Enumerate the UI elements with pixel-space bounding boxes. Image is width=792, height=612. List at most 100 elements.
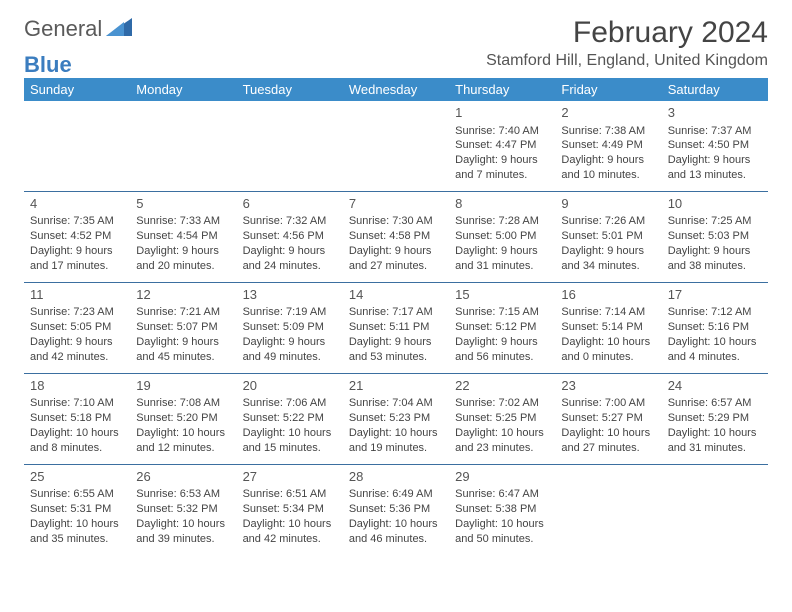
day-number: 24 (668, 377, 762, 395)
day-info: Sunrise: 6:51 AMSunset: 5:34 PMDaylight:… (243, 487, 337, 546)
day-info: Sunrise: 6:53 AMSunset: 5:32 PMDaylight:… (136, 487, 230, 546)
calendar-table: SundayMondayTuesdayWednesdayThursdayFrid… (24, 78, 768, 555)
day-number: 12 (136, 286, 230, 304)
day-number: 28 (349, 468, 443, 486)
day-number: 8 (455, 195, 549, 213)
day-info: Sunrise: 7:12 AMSunset: 5:16 PMDaylight:… (668, 305, 762, 364)
day-number: 10 (668, 195, 762, 213)
calendar-cell: 10Sunrise: 7:25 AMSunset: 5:03 PMDayligh… (662, 191, 768, 282)
day-info: Sunrise: 7:10 AMSunset: 5:18 PMDaylight:… (30, 396, 124, 455)
day-info: Sunrise: 7:08 AMSunset: 5:20 PMDaylight:… (136, 396, 230, 455)
day-info: Sunrise: 7:14 AMSunset: 5:14 PMDaylight:… (561, 305, 655, 364)
day-number: 1 (455, 104, 549, 122)
calendar-cell: 1 Sunrise: 7:40 AMSunset: 4:47 PMDaylight… (449, 101, 555, 191)
day-info: Sunrise: 7:04 AMSunset: 5:23 PMDaylight:… (349, 396, 443, 455)
page-title: February 2024 (486, 16, 768, 50)
day-info: Sunrise: 7:19 AMSunset: 5:09 PMDaylight:… (243, 305, 337, 364)
day-number: 4 (30, 195, 124, 213)
logo-text-1: General (24, 16, 102, 42)
day-info: Sunrise: 7:06 AMSunset: 5:22 PMDaylight:… (243, 396, 337, 455)
day-number: 3 (668, 104, 762, 122)
day-number: 27 (243, 468, 337, 486)
day-number: 21 (349, 377, 443, 395)
header: General February 2024 Stamford Hill, Eng… (24, 16, 768, 70)
day-info: Sunrise: 7:17 AMSunset: 5:11 PMDaylight:… (349, 305, 443, 364)
calendar-cell (130, 101, 236, 191)
day-number: 14 (349, 286, 443, 304)
weekday-header: Wednesday (343, 78, 449, 101)
calendar-cell: 3 Sunrise: 7:37 AMSunset: 4:50 PMDaylight… (662, 101, 768, 191)
calendar-cell: 24Sunrise: 6:57 AMSunset: 5:29 PMDayligh… (662, 373, 768, 464)
day-info: Sunrise: 7:35 AMSunset: 4:52 PMDaylight:… (30, 214, 124, 273)
day-info: Sunrise: 7:15 AMSunset: 5:12 PMDaylight:… (455, 305, 549, 364)
day-info: Sunrise: 7:02 AMSunset: 5:25 PMDaylight:… (455, 396, 549, 455)
calendar-cell: 19Sunrise: 7:08 AMSunset: 5:20 PMDayligh… (130, 373, 236, 464)
day-info: Sunrise: 7:40 AMSunset: 4:47 PMDaylight:… (455, 124, 549, 183)
calendar-row: 25Sunrise: 6:55 AMSunset: 5:31 PMDayligh… (24, 464, 768, 554)
calendar-cell: 27Sunrise: 6:51 AMSunset: 5:34 PMDayligh… (237, 464, 343, 554)
calendar-cell: 9Sunrise: 7:26 AMSunset: 5:01 PMDaylight… (555, 191, 661, 282)
weekday-header: Saturday (662, 78, 768, 101)
calendar-cell: 14Sunrise: 7:17 AMSunset: 5:11 PMDayligh… (343, 282, 449, 373)
location-line: Stamford Hill, England, United Kingdom (486, 52, 768, 70)
day-number: 23 (561, 377, 655, 395)
weekday-header-row: SundayMondayTuesdayWednesdayThursdayFrid… (24, 78, 768, 101)
day-number: 9 (561, 195, 655, 213)
calendar-cell: 5Sunrise: 7:33 AMSunset: 4:54 PMDaylight… (130, 191, 236, 282)
calendar-row: 18Sunrise: 7:10 AMSunset: 5:18 PMDayligh… (24, 373, 768, 464)
weekday-header: Monday (130, 78, 236, 101)
day-number: 17 (668, 286, 762, 304)
day-number: 19 (136, 377, 230, 395)
day-number: 18 (30, 377, 124, 395)
day-number: 13 (243, 286, 337, 304)
calendar-cell: 12Sunrise: 7:21 AMSunset: 5:07 PMDayligh… (130, 282, 236, 373)
calendar-body: 1 Sunrise: 7:40 AMSunset: 4:47 PMDaylight… (24, 101, 768, 555)
day-info: Sunrise: 7:00 AMSunset: 5:27 PMDaylight:… (561, 396, 655, 455)
calendar-cell: 13Sunrise: 7:19 AMSunset: 5:09 PMDayligh… (237, 282, 343, 373)
day-number: 20 (243, 377, 337, 395)
calendar-cell: 11Sunrise: 7:23 AMSunset: 5:05 PMDayligh… (24, 282, 130, 373)
logo-text-2: Blue (24, 52, 72, 78)
logo: General (24, 16, 134, 42)
day-info: Sunrise: 6:49 AMSunset: 5:36 PMDaylight:… (349, 487, 443, 546)
day-number: 6 (243, 195, 337, 213)
calendar-cell: 7Sunrise: 7:30 AMSunset: 4:58 PMDaylight… (343, 191, 449, 282)
day-info: Sunrise: 6:47 AMSunset: 5:38 PMDaylight:… (455, 487, 549, 546)
calendar-cell: 17Sunrise: 7:12 AMSunset: 5:16 PMDayligh… (662, 282, 768, 373)
calendar-cell: 21Sunrise: 7:04 AMSunset: 5:23 PMDayligh… (343, 373, 449, 464)
calendar-cell: 28Sunrise: 6:49 AMSunset: 5:36 PMDayligh… (343, 464, 449, 554)
day-info: Sunrise: 6:55 AMSunset: 5:31 PMDaylight:… (30, 487, 124, 546)
calendar-cell: 22Sunrise: 7:02 AMSunset: 5:25 PMDayligh… (449, 373, 555, 464)
day-info: Sunrise: 7:26 AMSunset: 5:01 PMDaylight:… (561, 214, 655, 273)
calendar-cell: 4Sunrise: 7:35 AMSunset: 4:52 PMDaylight… (24, 191, 130, 282)
day-info: Sunrise: 7:32 AMSunset: 4:56 PMDaylight:… (243, 214, 337, 273)
day-info: Sunrise: 7:37 AMSunset: 4:50 PMDaylight:… (668, 124, 762, 183)
day-number: 11 (30, 286, 124, 304)
calendar-cell (343, 101, 449, 191)
calendar-cell: 8Sunrise: 7:28 AMSunset: 5:00 PMDaylight… (449, 191, 555, 282)
day-info: Sunrise: 7:23 AMSunset: 5:05 PMDaylight:… (30, 305, 124, 364)
calendar-cell: 26Sunrise: 6:53 AMSunset: 5:32 PMDayligh… (130, 464, 236, 554)
weekday-header: Sunday (24, 78, 130, 101)
day-info: Sunrise: 7:38 AMSunset: 4:49 PMDaylight:… (561, 124, 655, 183)
calendar-cell: 23Sunrise: 7:00 AMSunset: 5:27 PMDayligh… (555, 373, 661, 464)
day-number: 25 (30, 468, 124, 486)
logo-triangle-icon (106, 18, 132, 41)
weekday-header: Tuesday (237, 78, 343, 101)
calendar-cell: 18Sunrise: 7:10 AMSunset: 5:18 PMDayligh… (24, 373, 130, 464)
calendar-row: 4Sunrise: 7:35 AMSunset: 4:52 PMDaylight… (24, 191, 768, 282)
calendar-cell (555, 464, 661, 554)
calendar-cell: 6Sunrise: 7:32 AMSunset: 4:56 PMDaylight… (237, 191, 343, 282)
day-info: Sunrise: 7:33 AMSunset: 4:54 PMDaylight:… (136, 214, 230, 273)
day-info: Sunrise: 7:28 AMSunset: 5:00 PMDaylight:… (455, 214, 549, 273)
day-info: Sunrise: 7:25 AMSunset: 5:03 PMDaylight:… (668, 214, 762, 273)
calendar-cell: 29Sunrise: 6:47 AMSunset: 5:38 PMDayligh… (449, 464, 555, 554)
calendar-cell: 25Sunrise: 6:55 AMSunset: 5:31 PMDayligh… (24, 464, 130, 554)
calendar-cell (662, 464, 768, 554)
day-number: 22 (455, 377, 549, 395)
weekday-header: Friday (555, 78, 661, 101)
day-info: Sunrise: 7:30 AMSunset: 4:58 PMDaylight:… (349, 214, 443, 273)
day-number: 5 (136, 195, 230, 213)
day-number: 16 (561, 286, 655, 304)
day-info: Sunrise: 6:57 AMSunset: 5:29 PMDaylight:… (668, 396, 762, 455)
